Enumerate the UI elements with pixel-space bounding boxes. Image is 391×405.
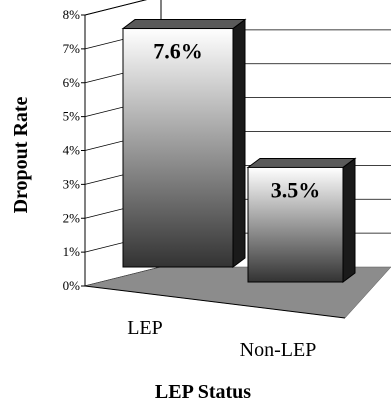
gridline — [84, 0, 147, 16]
y-tick-label: 1% — [63, 244, 81, 259]
bar-front — [122, 28, 234, 268]
bar-side — [342, 157, 356, 283]
y-tick-label: 2% — [63, 210, 81, 225]
y-tick-label: 3% — [63, 176, 81, 191]
y-axis-title: Dropout Rate — [10, 96, 32, 213]
bar-top — [246, 157, 357, 168]
bar: 3.5% — [246, 157, 357, 283]
bar-front — [247, 166, 344, 283]
y-tick-label: 4% — [63, 143, 81, 158]
bars: 7.6% 3.5% — [121, 18, 357, 283]
bar: 7.6% — [121, 18, 247, 268]
x-category-label: Non-LEP — [240, 339, 317, 361]
y-tick-label: 0% — [63, 278, 81, 293]
y-tick-label: 5% — [63, 109, 81, 124]
y-axis-ticks: 0% 1% 2% 3% 4% 5% 6% 7% 8% — [63, 7, 85, 293]
x-axis-categories: LEP Non-LEP — [127, 317, 316, 361]
y-tick-label: 6% — [63, 75, 81, 90]
y-tick-label: 7% — [63, 41, 81, 56]
y-tick-label: 8% — [63, 7, 81, 22]
x-axis-line — [84, 285, 346, 319]
bar-side — [232, 18, 246, 268]
bar-data-label: 3.5% — [271, 177, 321, 202]
x-axis-title: LEP Status — [155, 381, 251, 403]
bar-data-label: 7.6% — [153, 39, 203, 64]
x-category-label: LEP — [127, 317, 163, 339]
bar-top — [121, 19, 247, 30]
